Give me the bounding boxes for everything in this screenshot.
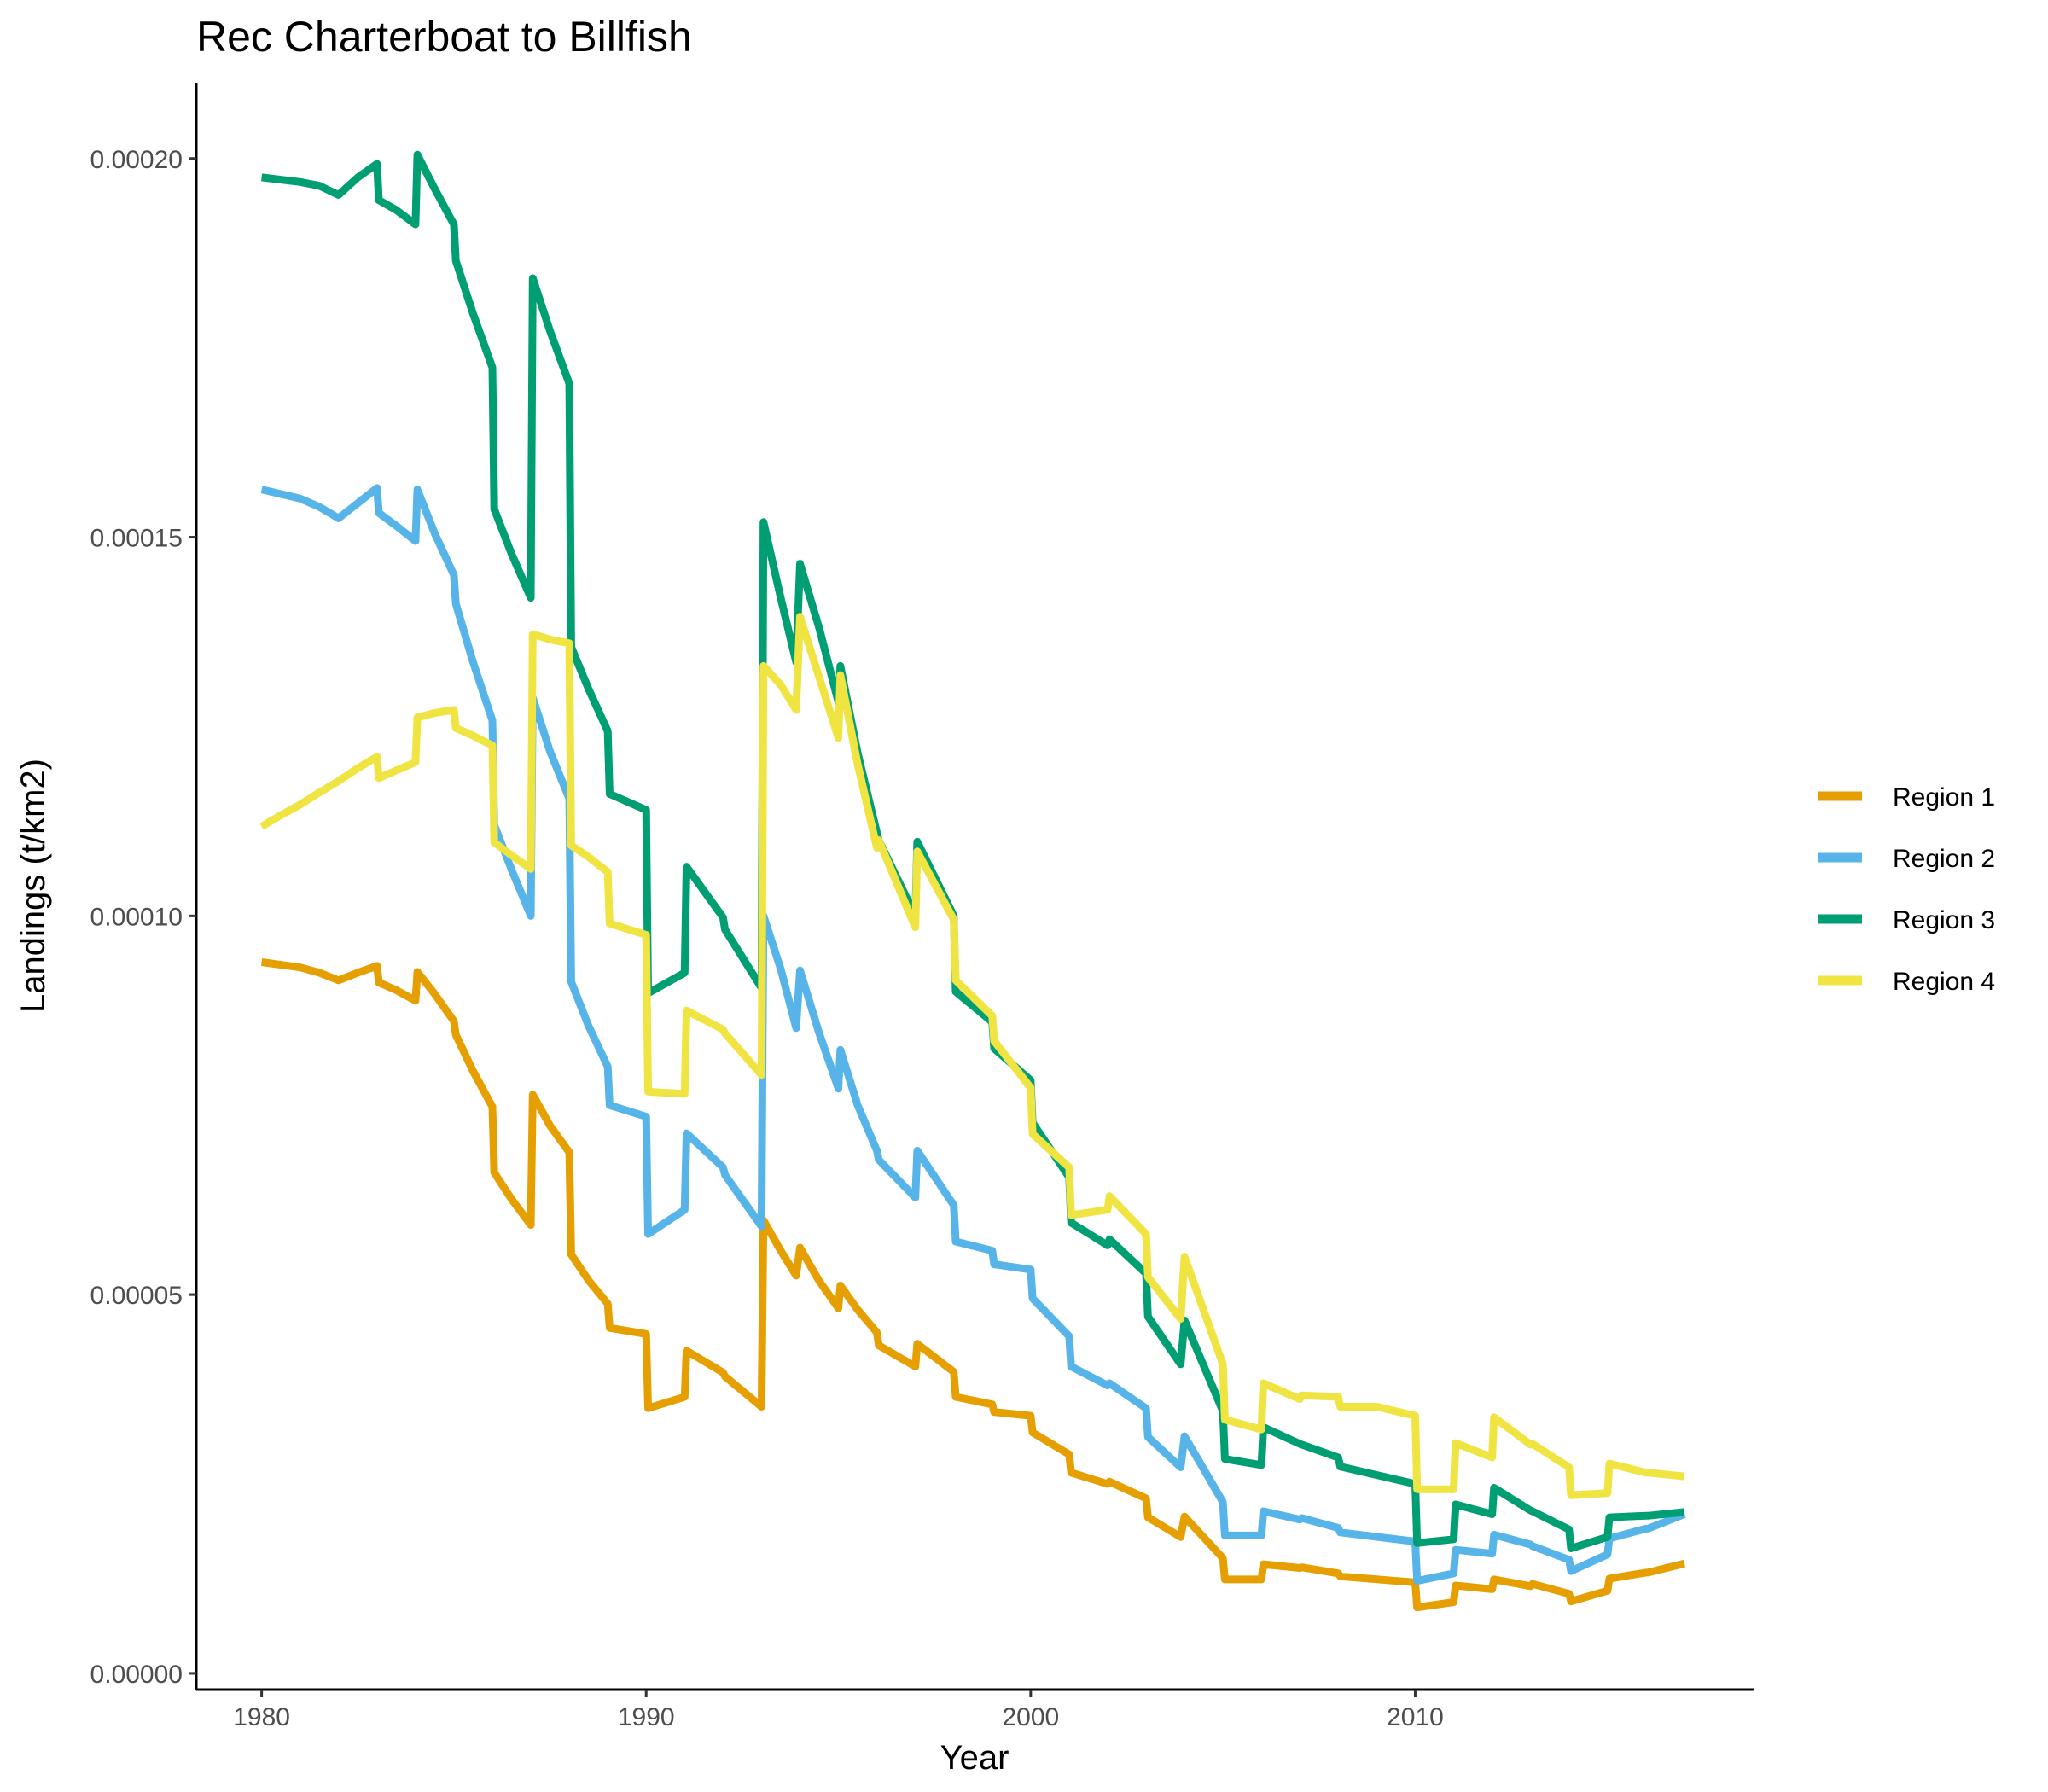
y-tick-label: 0.00015	[90, 525, 183, 553]
y-axis-title: Landings (t/km2)	[15, 759, 52, 1013]
legend-label-region-2: Region 2	[1893, 845, 1995, 873]
x-tick-label: 2010	[1387, 1703, 1444, 1731]
x-tick-label: 1990	[618, 1703, 675, 1731]
chart-title: Rec Charterboat to Billfish	[196, 13, 692, 61]
y-tick-label: 0.00005	[90, 1282, 183, 1310]
series-line-region-1	[260, 958, 1685, 1612]
y-tick-label: 0.00020	[90, 146, 183, 174]
y-tick-label: 0.00000	[90, 1661, 183, 1689]
series-line-region-4	[259, 613, 1685, 1499]
x-tick-label: 1980	[233, 1703, 290, 1731]
y-tick-label: 0.00010	[90, 903, 183, 931]
x-tick-label: 2000	[1002, 1703, 1059, 1731]
series-line-region-2	[260, 484, 1686, 1585]
legend-label-region-3: Region 3	[1893, 906, 1995, 934]
legend: Region 1 Region 2 Region 3 Region 4	[1818, 783, 1995, 996]
legend-label-region-1: Region 1	[1893, 783, 1995, 812]
axes-layer	[195, 83, 1754, 1691]
x-axis-title: Year	[940, 1739, 1009, 1777]
legend-label-region-4: Region 4	[1893, 968, 1995, 996]
series-layer	[259, 150, 1686, 1612]
ticks-layer: 0.00000 0.00005 0.00010 0.00015 0.00020 1980 1…	[90, 146, 1444, 1731]
